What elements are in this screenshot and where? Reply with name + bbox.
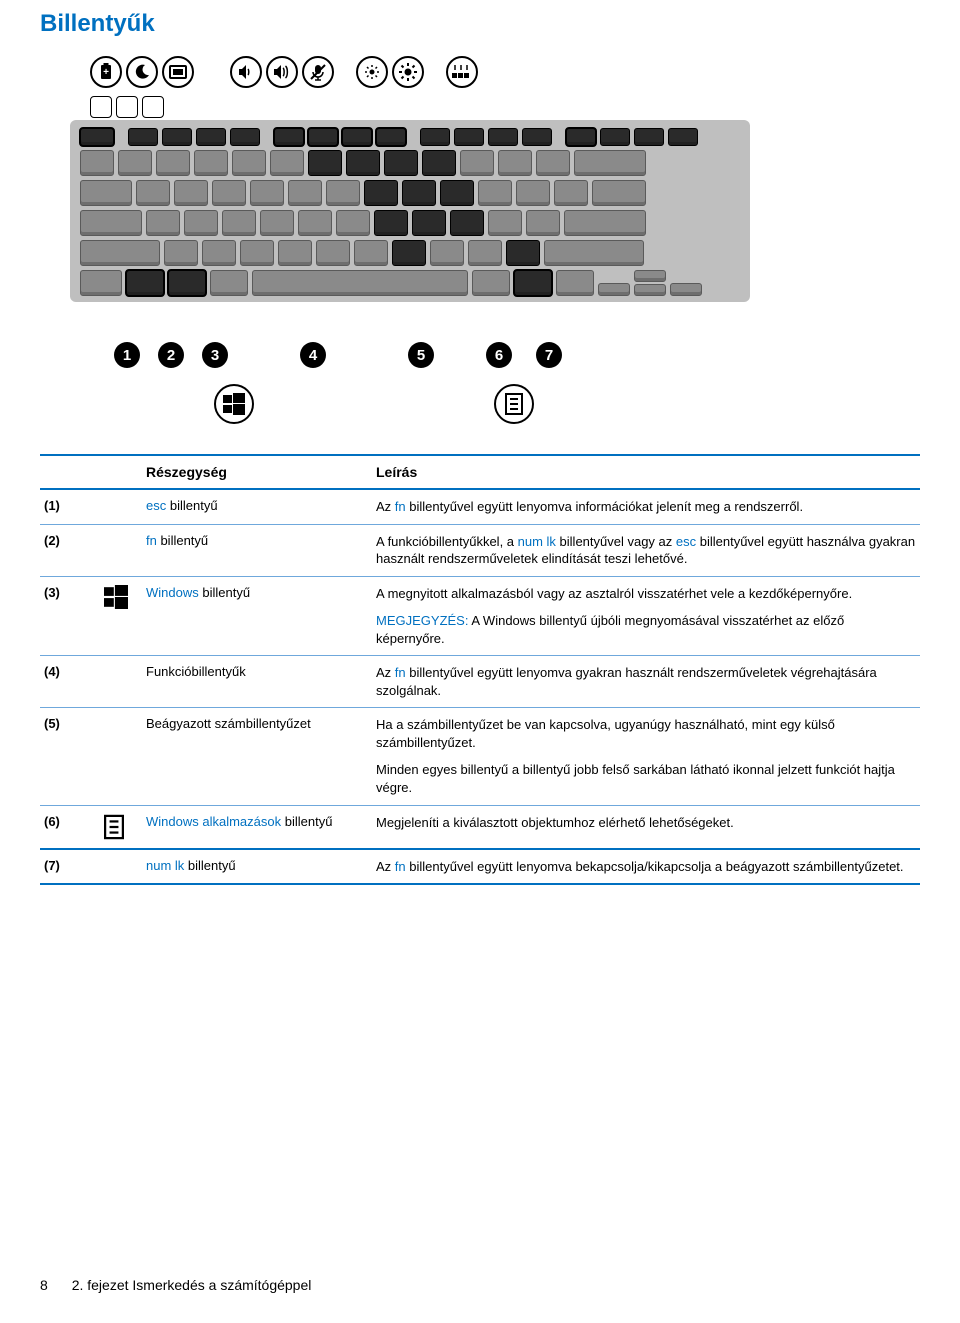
component-name: fn billentyű (146, 533, 376, 548)
fn-key-highlight (116, 96, 138, 118)
row-number: (2) (44, 533, 104, 548)
table-header-description: Leírás (376, 464, 916, 480)
key-windows (168, 270, 206, 296)
battery-icon: + (90, 56, 122, 88)
row-number: (1) (44, 498, 104, 513)
chapter-label: 2. fejezet Ismerkedés a számítógéppel (72, 1277, 312, 1293)
table-row: (5) Beágyazott számbillentyűzetHa a számb… (40, 708, 920, 805)
row-number: (5) (44, 716, 104, 731)
callout-5: 5 (408, 342, 434, 368)
windows-icon (104, 585, 128, 609)
row-number: (7) (44, 858, 104, 873)
fn-key-highlight (142, 96, 164, 118)
table-row: (2) fn billentyűA funkcióbillentyűkkel, a… (40, 525, 920, 577)
table-row: (1) esc billentyűAz fn billentyűvel együt… (40, 490, 920, 525)
menu-icon (104, 814, 124, 840)
keyboard-diagram: + (70, 56, 920, 424)
key-esc (80, 128, 114, 146)
component-description: Az fn billentyűvel együtt lenyomva infor… (376, 498, 916, 516)
mic-mute-icon (302, 56, 334, 88)
key-fn (126, 270, 164, 296)
component-description: Az fn billentyűvel együtt lenyomva gyakr… (376, 664, 916, 699)
component-description: A megnyitott alkalmazásból vagy az aszta… (376, 585, 916, 648)
callout-row: 1 2 3 4 5 6 7 (114, 342, 920, 368)
display-icon (162, 56, 194, 88)
function-icon-row: + (90, 56, 920, 88)
component-name: Funkcióbillentyűk (146, 664, 376, 679)
page-number: 8 (40, 1277, 48, 1293)
callout-1: 1 (114, 342, 140, 368)
svg-text:+: + (103, 67, 109, 78)
callout-4: 4 (300, 342, 326, 368)
component-name: Windows alkalmazások billentyű (146, 814, 376, 829)
callout-6: 6 (486, 342, 512, 368)
component-name: Windows billentyű (146, 585, 376, 600)
table-row: (6) Windows alkalmazások billentyűMegjele… (40, 806, 920, 848)
page-footer: 8 2. fejezet Ismerkedés a számítógéppel (40, 1277, 311, 1293)
fn-key-highlight (90, 96, 112, 118)
menu-icon (494, 384, 534, 424)
volume-down-icon (230, 56, 262, 88)
component-description: Ha a számbillentyűzet be van kapcsolva, … (376, 716, 916, 796)
key-fn-group (274, 128, 304, 146)
row-number: (4) (44, 664, 104, 679)
key-windows-apps (514, 270, 552, 296)
key-numlk (566, 128, 596, 146)
table-row: (4) FunkcióbillentyűkAz fn billentyűvel e… (40, 656, 920, 708)
table-row: (3) Windows billentyűA megnyitott alkalma… (40, 577, 920, 657)
component-name: esc billentyű (146, 498, 376, 513)
row-icon (104, 814, 146, 840)
callout-2: 2 (158, 342, 184, 368)
table-row: (7) num lk billentyűAz fn billentyűvel eg… (40, 848, 920, 886)
row-icon (104, 585, 146, 609)
component-description: Megjeleníti a kiválasztott objektumhoz e… (376, 814, 916, 832)
component-name: Beágyazott számbillentyűzet (146, 716, 376, 731)
component-description: A funkcióbillentyűkkel, a num lk billent… (376, 533, 916, 568)
keyboard-shape (70, 120, 750, 302)
callout-3: 3 (202, 342, 228, 368)
page-title: Billentyűk (40, 10, 920, 38)
callout-7: 7 (536, 342, 562, 368)
volume-up-icon (266, 56, 298, 88)
row-number: (3) (44, 585, 104, 600)
table-header-component: Részegység (146, 464, 376, 480)
component-name: num lk billentyű (146, 858, 376, 873)
components-table: Részegység Leírás (1)esc billentyűAz fn … (40, 454, 920, 885)
sleep-icon (126, 56, 158, 88)
windows-logo-icon (214, 384, 254, 424)
component-description: Az fn billentyűvel együtt lenyomva bekap… (376, 858, 916, 876)
brightness-high-icon (392, 56, 424, 88)
table-header-row: Részegység Leírás (40, 454, 920, 490)
brightness-low-icon (356, 56, 388, 88)
keyboard-backlight-icon (446, 56, 478, 88)
row-number: (6) (44, 814, 104, 829)
